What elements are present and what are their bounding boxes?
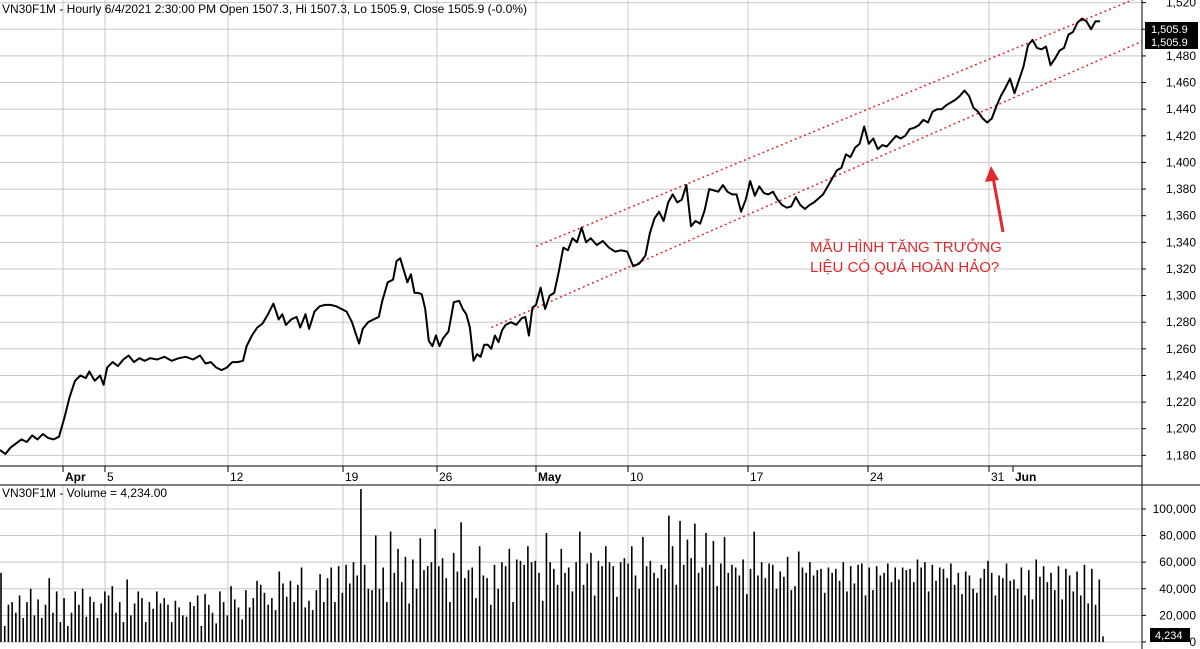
price-y-tick-label: 1,300 bbox=[1166, 289, 1196, 303]
x-tick-label: Jun bbox=[1015, 470, 1036, 484]
volume-bars bbox=[0, 488, 1104, 642]
x-tick-label: May bbox=[538, 470, 562, 484]
price-grid bbox=[0, 2, 1146, 456]
last-volume-tag: 4,234 bbox=[1150, 628, 1190, 642]
volume-header: VN30F1M - Volume = 4,234.00 bbox=[2, 486, 167, 500]
x-tick-label: 24 bbox=[870, 470, 884, 484]
price-y-tick-label: 1,220 bbox=[1166, 395, 1196, 409]
price-y-tick-label: 1,460 bbox=[1166, 76, 1196, 90]
annotation-line-2: LIỆU CÓ QUÁ HOÀN HẢO? bbox=[810, 259, 999, 276]
price-y-tick-label: 1,520 bbox=[1166, 0, 1196, 10]
last-price-tag: 1,505.9 1,505.9 bbox=[1145, 22, 1198, 49]
volume-y-tick-labels: 0 20,000 40,000 60,000 80,000 100,000 bbox=[1153, 502, 1197, 649]
x-tick-labels: Apr 5 12 19 26 May 10 17 24 31 Jun bbox=[65, 470, 1036, 484]
x-tick-label: 12 bbox=[230, 470, 244, 484]
channel-upper-line bbox=[535, 0, 1135, 248]
x-tick-label: 5 bbox=[107, 470, 114, 484]
price-y-tick-label: 1,440 bbox=[1166, 102, 1196, 116]
last-price-tag-bg-2 bbox=[1145, 36, 1198, 49]
price-y-tick-label: 1,320 bbox=[1166, 262, 1196, 276]
x-tick-label: 31 bbox=[991, 470, 1005, 484]
price-y-tick-label: 1,180 bbox=[1166, 448, 1196, 462]
volume-y-tick-label: 20,000 bbox=[1159, 608, 1196, 622]
price-y-tick-label: 1,260 bbox=[1166, 342, 1196, 356]
price-y-tick-label: 1,380 bbox=[1166, 182, 1196, 196]
last-price-tag-bg-1 bbox=[1145, 22, 1198, 36]
x-tick-label: Apr bbox=[65, 470, 86, 484]
price-y-tick-label: 1,280 bbox=[1166, 315, 1196, 329]
price-y-tick-label: 1,240 bbox=[1166, 368, 1196, 382]
price-line-group bbox=[0, 17, 1101, 455]
x-tick-label: 26 bbox=[439, 470, 453, 484]
annotation-arrow-head bbox=[985, 166, 999, 182]
volume-y-tick-label: 40,000 bbox=[1159, 582, 1196, 596]
last-volume-tag-text: 4,234 bbox=[1155, 630, 1183, 642]
volume-y-tick-label: 100,000 bbox=[1153, 502, 1197, 516]
channel-lower-line bbox=[491, 40, 1143, 329]
price-y-tick-label: 1,420 bbox=[1166, 129, 1196, 143]
annotation-line-1: MẪU HÌNH TĂNG TRƯỞNG bbox=[810, 238, 1002, 256]
x-tick-label: 17 bbox=[750, 470, 764, 484]
price-y-tick-label: 1,360 bbox=[1166, 209, 1196, 223]
volume-y-tick-label: 80,000 bbox=[1159, 529, 1196, 543]
price-series-line bbox=[0, 17, 1101, 455]
last-volume-tag-bg bbox=[1150, 628, 1190, 642]
price-y-tick-label: 1,400 bbox=[1166, 155, 1196, 169]
x-tick-label: 19 bbox=[345, 470, 359, 484]
last-price-tag-text-2: 1,505.9 bbox=[1151, 37, 1188, 49]
x-tick-label: 10 bbox=[630, 470, 644, 484]
annotation: MẪU HÌNH TĂNG TRƯỞNG LIỆU CÓ QUÁ HOÀN HẢ… bbox=[810, 166, 1005, 276]
volume-y-tick-label: 60,000 bbox=[1159, 555, 1196, 569]
annotation-arrow-shaft bbox=[991, 176, 1005, 233]
price-y-tick-label: 1,340 bbox=[1166, 235, 1196, 249]
price-y-tick-label: 1,480 bbox=[1166, 49, 1196, 63]
price-y-tick-labels: 1,180 1,200 1,220 1,240 1,260 1,280 1,300 1,320… bbox=[1166, 0, 1196, 462]
last-price-tag-text-1: 1,505.9 bbox=[1151, 24, 1188, 36]
volume-y-tick-label: 0 bbox=[1189, 635, 1196, 649]
price-header: VN30F1M - Hourly 6/4/2021 2:30:00 PM Ope… bbox=[2, 2, 527, 16]
trend-channel bbox=[491, 0, 1143, 329]
price-y-tick-label: 1,200 bbox=[1166, 422, 1196, 436]
